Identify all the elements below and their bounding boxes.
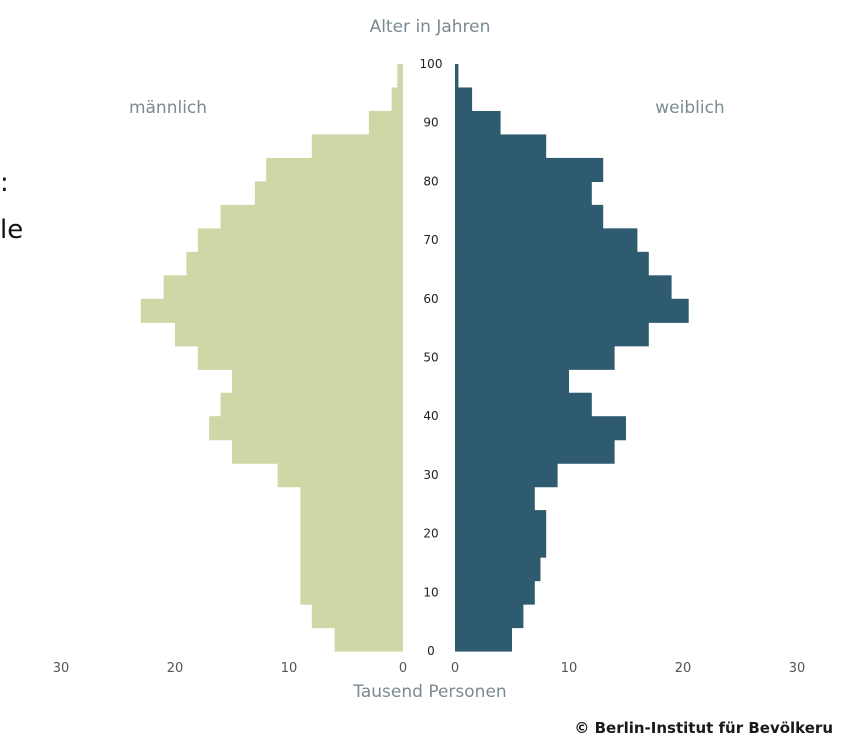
female-bars [455, 64, 689, 652]
x-tick-left-0: 0 [399, 661, 407, 676]
age-tick-60: 60 [423, 292, 438, 306]
male-bar-age-56 [140, 298, 404, 323]
age-tick-10: 10 [423, 585, 438, 599]
male-bar-age-68 [197, 228, 403, 253]
x-tick-right-10: 10 [561, 661, 578, 676]
male-bars [140, 64, 404, 652]
age-tick-30: 30 [423, 468, 438, 482]
female-bar-age-68 [455, 228, 638, 253]
source-credit: © Berlin-Institut für Bevölkeru [574, 719, 833, 737]
y-axis-title: Alter in Jahren [370, 17, 491, 37]
male-bar-age-44 [232, 369, 403, 394]
female-bar-age-16 [455, 533, 547, 558]
female-bar-age-48 [455, 345, 615, 370]
female-bar-age-72 [455, 204, 604, 229]
x-tick-left-10: 10 [281, 661, 298, 676]
male-bar-age-60 [163, 275, 403, 300]
age-tick-80: 80 [423, 174, 438, 188]
age-tick-70: 70 [423, 233, 438, 247]
male-bar-age-92 [391, 87, 403, 112]
side-text-fragment-1: : [0, 168, 9, 198]
male-bar-age-40 [220, 392, 403, 417]
age-tick-0: 0 [427, 644, 435, 658]
male-bar-age-28 [277, 463, 403, 488]
female-bar-age-4 [455, 604, 524, 629]
male-bar-age-84 [311, 134, 403, 159]
male-bar-age-36 [209, 416, 403, 441]
male-bar-age-48 [197, 345, 403, 370]
male-bar-age-96 [397, 64, 403, 89]
age-tick-50: 50 [423, 351, 438, 365]
x-tick-right-20: 20 [675, 661, 692, 676]
female-bar-age-92 [455, 87, 473, 112]
legend-male-label: männlich [129, 98, 207, 118]
female-bar-age-76 [455, 181, 592, 206]
female-bar-age-24 [455, 486, 535, 511]
legend-female-label: weiblich [655, 98, 724, 118]
male-bar-age-80 [266, 157, 403, 182]
age-tick-100: 100 [420, 57, 443, 71]
age-tick-40: 40 [423, 409, 438, 423]
x-tick-left-30: 30 [53, 661, 70, 676]
x-tick-left-20: 20 [167, 661, 184, 676]
male-bar-age-72 [220, 204, 403, 229]
female-bar-age-32 [455, 439, 615, 464]
female-bar-age-88 [455, 110, 501, 136]
x-axis-title: Tausend Personen [352, 682, 506, 702]
female-bar-age-40 [455, 392, 592, 417]
side-text-fragment-2: le [0, 215, 24, 245]
female-bar-age-96 [455, 64, 459, 89]
female-bar-age-28 [455, 463, 558, 488]
female-bar-age-12 [455, 557, 541, 582]
male-bar-age-52 [175, 322, 403, 347]
female-bar-age-8 [455, 580, 535, 605]
female-bar-age-20 [455, 510, 547, 535]
age-tick-90: 90 [423, 116, 438, 130]
female-bar-age-60 [455, 275, 672, 300]
female-bar-age-56 [455, 298, 689, 323]
female-bar-age-0 [455, 627, 512, 652]
age-tick-20: 20 [423, 527, 438, 541]
male-bar-age-4 [311, 604, 403, 629]
female-bar-age-80 [455, 157, 604, 182]
female-bar-age-84 [455, 134, 547, 159]
x-tick-right-0: 0 [451, 661, 459, 676]
female-bar-age-44 [455, 369, 569, 394]
male-bar-age-20 [300, 510, 403, 535]
male-bar-age-32 [232, 439, 403, 464]
male-bar-age-8 [300, 580, 403, 605]
female-bar-age-52 [455, 322, 649, 347]
x-tick-labels: 30 20 10 0 0 10 20 30 [53, 661, 806, 676]
male-bar-age-16 [300, 533, 403, 558]
male-bar-age-64 [186, 251, 403, 276]
male-bar-age-76 [254, 181, 403, 206]
female-bar-age-64 [455, 251, 649, 276]
x-tick-right-30: 30 [789, 661, 806, 676]
male-bar-age-0 [334, 627, 403, 652]
male-bar-age-88 [368, 110, 403, 136]
female-bar-age-36 [455, 416, 626, 441]
male-bar-age-12 [300, 557, 403, 582]
age-tick-labels: 0 10 20 30 40 50 60 70 80 90 100 [420, 57, 443, 658]
male-bar-age-24 [300, 486, 403, 511]
